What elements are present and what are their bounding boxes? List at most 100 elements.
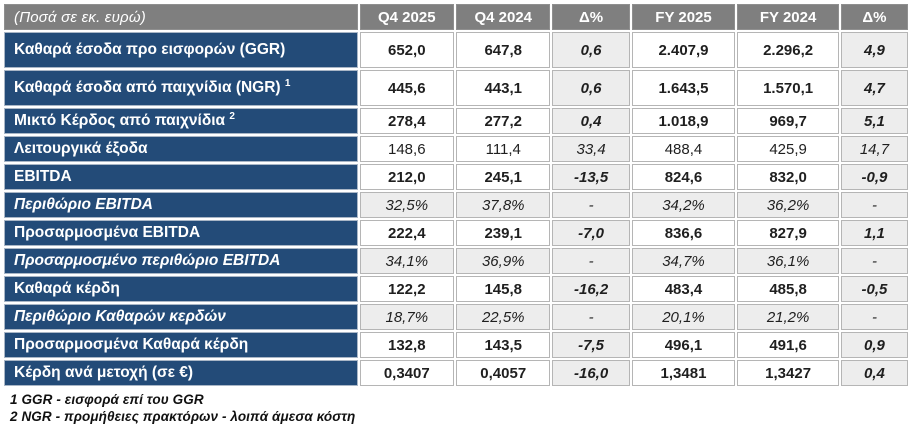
table-row: Καθαρά έσοδα προ εισφορών (GGR) 652,0 647,… <box>4 32 908 68</box>
delta-cell: - <box>552 304 630 330</box>
value-cell: 37,8% <box>456 192 551 218</box>
financial-results-table: (Ποσά σε εκ. ευρώ) Q4 2025 Q4 2024 Δ% FY 20… <box>2 2 910 388</box>
value-cell: 22,5% <box>456 304 551 330</box>
row-label: EBITDA <box>4 164 358 190</box>
row-label-text: Μικτό Κέρδος από παιχνίδια <box>14 112 226 129</box>
value-cell: 148,6 <box>359 136 455 162</box>
delta-cell: -7,5 <box>552 332 630 358</box>
value-cell: 18,7% <box>359 304 455 330</box>
table-row: Καθαρά έσοδα από παιχνίδια (NGR) 1 445,6 4… <box>4 70 908 106</box>
value-cell: 832,0 <box>737 164 839 190</box>
row-label: Μικτό Κέρδος από παιχνίδια 2 <box>4 108 358 134</box>
value-cell: 212,0 <box>359 164 455 190</box>
delta-cell: -0,5 <box>840 276 908 302</box>
footnote: 2 NGR - προμήθειες πρακτόρων - λοιπά άμε… <box>10 409 356 424</box>
table-row: Κέρδη ανά μετοχή (σε €) 0,3407 0,4057 -16,0… <box>4 360 908 386</box>
value-cell: 488,4 <box>631 136 736 162</box>
value-cell: 245,1 <box>456 164 551 190</box>
value-cell: 425,9 <box>737 136 839 162</box>
value-cell: 36,2% <box>737 192 839 218</box>
table-row: Καθαρά κέρδη 122,2 145,8 -16,2 483,4 485,8 -0,… <box>4 276 908 302</box>
footnotes: 1 GGR - εισφορά επί του GGR 2 NGR - προμή… <box>2 391 920 425</box>
delta-cell: 1,1 <box>840 220 908 246</box>
value-cell: 21,2% <box>737 304 839 330</box>
value-cell: 445,6 <box>359 70 455 106</box>
footnote-marker: 2 <box>229 110 235 122</box>
value-cell: 969,7 <box>737 108 839 134</box>
delta-cell: 4,9 <box>840 32 908 68</box>
row-label: Καθαρά κέρδη <box>4 276 358 302</box>
value-cell: 239,1 <box>456 220 551 246</box>
value-cell: 20,1% <box>631 304 736 330</box>
table-row: Λειτουργικά έξοδα 148,6 111,4 33,4 488,4 425,… <box>4 136 908 162</box>
value-cell: 1,3481 <box>631 360 736 386</box>
footnote: 1 GGR - εισφορά επί του GGR <box>10 392 204 407</box>
column-header-0: Q4 2025 <box>359 4 455 30</box>
value-cell: 143,5 <box>456 332 551 358</box>
row-label-text: Προσαρμοσμένο περιθώριο EBITDA <box>14 252 281 269</box>
column-header-2: Δ% <box>552 4 630 30</box>
value-cell: 34,2% <box>631 192 736 218</box>
row-label: Προσαρμοσμένα Καθαρά κέρδη <box>4 332 358 358</box>
delta-cell: - <box>552 192 630 218</box>
value-cell: 34,7% <box>631 248 736 274</box>
delta-cell: 33,4 <box>552 136 630 162</box>
value-cell: 836,6 <box>631 220 736 246</box>
units-caption: (Ποσά σε εκ. ευρώ) <box>4 4 358 30</box>
table-row: EBITDA 212,0 245,1 -13,5 824,6 832,0 -0,9 <box>4 164 908 190</box>
value-cell: 483,4 <box>631 276 736 302</box>
delta-cell: -13,5 <box>552 164 630 190</box>
value-cell: 222,4 <box>359 220 455 246</box>
column-header-4: FY 2024 <box>737 4 839 30</box>
row-label: Καθαρά έσοδα από παιχνίδια (NGR) 1 <box>4 70 358 106</box>
value-cell: 443,1 <box>456 70 551 106</box>
value-cell: 485,8 <box>737 276 839 302</box>
delta-cell: 4,7 <box>840 70 908 106</box>
table-row: Μικτό Κέρδος από παιχνίδια 2 278,4 277,2 0,… <box>4 108 908 134</box>
delta-cell: 0,6 <box>552 70 630 106</box>
delta-cell: -16,0 <box>552 360 630 386</box>
delta-cell: -0,9 <box>840 164 908 190</box>
column-header-3: FY 2025 <box>631 4 736 30</box>
value-cell: 122,2 <box>359 276 455 302</box>
value-cell: 0,4057 <box>456 360 551 386</box>
row-label-text: EBITDA <box>14 168 72 185</box>
row-label-text: Καθαρά έσοδα προ εισφορών (GGR) <box>14 41 286 58</box>
row-label: Καθαρά έσοδα προ εισφορών (GGR) <box>4 32 358 68</box>
value-cell: 652,0 <box>359 32 455 68</box>
value-cell: 1,3427 <box>737 360 839 386</box>
row-label: Λειτουργικά έξοδα <box>4 136 358 162</box>
row-label: Περιθώριο EBITDA <box>4 192 358 218</box>
row-label-text: Περιθώριο EBITDA <box>14 196 153 213</box>
value-cell: 2.296,2 <box>737 32 839 68</box>
delta-cell: 14,7 <box>840 136 908 162</box>
value-cell: 145,8 <box>456 276 551 302</box>
value-cell: 32,5% <box>359 192 455 218</box>
value-cell: 0,3407 <box>359 360 455 386</box>
delta-cell: - <box>840 192 908 218</box>
table-row: Προσαρμοσμένα EBITDA 222,4 239,1 -7,0 836,6 8… <box>4 220 908 246</box>
value-cell: 132,8 <box>359 332 455 358</box>
table-header-row: (Ποσά σε εκ. ευρώ) Q4 2025 Q4 2024 Δ% FY 20… <box>4 4 908 30</box>
row-label-text: Προσαρμοσμένα EBITDA <box>14 224 201 241</box>
table-row: Περιθώριο EBITDA 32,5% 37,8% -34,2% 36,2% - <box>4 192 908 218</box>
row-label: Προσαρμοσμένα EBITDA <box>4 220 358 246</box>
row-label-text: Λειτουργικά έξοδα <box>14 140 148 157</box>
footnote-marker: 1 <box>284 77 291 89</box>
row-label-text: Καθαρά κέρδη <box>14 280 120 297</box>
delta-cell: - <box>552 248 630 274</box>
table-row: Περιθώριο Καθαρών κερδών 18,7% 22,5% -20,1%… <box>4 304 908 330</box>
table-row: Προσαρμοσμένο περιθώριο EBITDA 34,1% 36,9%… <box>4 248 908 274</box>
row-label: Περιθώριο Καθαρών κερδών <box>4 304 358 330</box>
value-cell: 647,8 <box>456 32 551 68</box>
value-cell: 111,4 <box>456 136 551 162</box>
value-cell: 34,1% <box>359 248 455 274</box>
value-cell: 1.018,9 <box>631 108 736 134</box>
delta-cell: -7,0 <box>552 220 630 246</box>
delta-cell: 0,4 <box>552 108 630 134</box>
row-label-text: Καθαρά έσοδα από παιχνίδια (NGR) <box>14 79 281 96</box>
delta-cell: 5,1 <box>840 108 908 134</box>
value-cell: 491,6 <box>737 332 839 358</box>
table-row: Προσαρμοσμένα Καθαρά κέρδη 132,8 143,5 -7,5… <box>4 332 908 358</box>
